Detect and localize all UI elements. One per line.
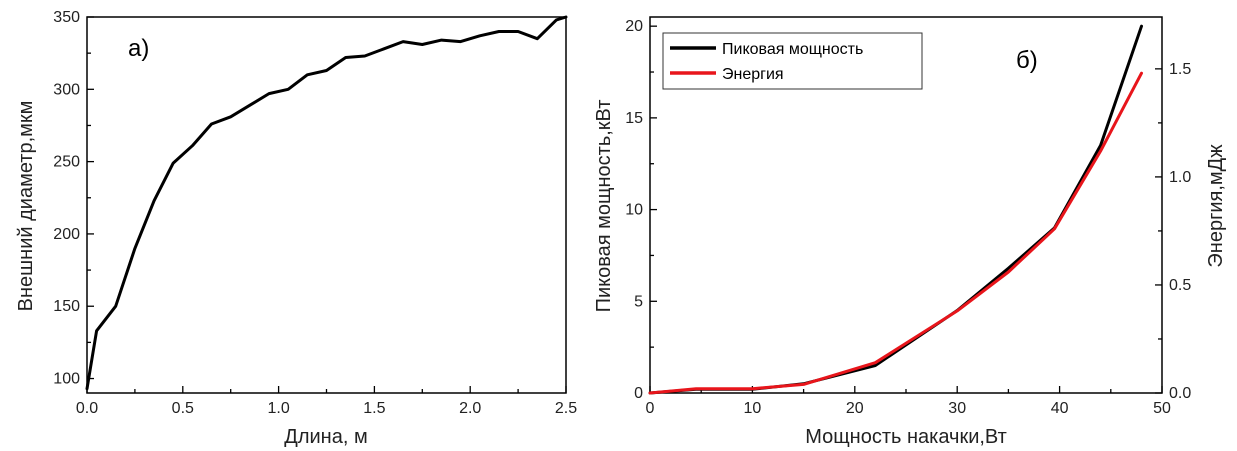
chart-b-y-right-tick-label: 0.0 — [1169, 385, 1191, 402]
chart-a-y-tick-label: 300 — [53, 81, 80, 98]
chart-b-x-tick-label: 0 — [646, 400, 655, 417]
chart-b-x-tick-label: 50 — [1153, 400, 1171, 417]
chart-a-plot-frame — [86, 16, 567, 394]
chart-b-y-right-tick-label: 1.5 — [1169, 61, 1191, 78]
chart-a-series-line-0 — [85, 15, 568, 391]
chart-a-x-tick-label: 0.0 — [76, 400, 98, 417]
chart-a-y-tick-label: 100 — [53, 371, 80, 388]
chart-b-x-axis: 0 10 20 30 40 50 — [646, 386, 1171, 417]
chart-a-y-tick-label: 200 — [53, 226, 80, 243]
chart-b-y-axis-left: 0 5 10 15 20 — [625, 18, 657, 402]
legend-entry-energy: Энергия — [722, 66, 784, 83]
chart-a-y-tick-label: 250 — [53, 154, 80, 171]
chart-b-series — [648, 24, 1143, 395]
chart-b-x-tick-label: 40 — [1051, 400, 1069, 417]
chart-b: 0 10 20 30 40 50 0 5 10 15 20 0.0 0.5 1.0 1.5 б) Мощ… — [593, 16, 1227, 448]
chart-a-panel-label: а) — [128, 35, 149, 62]
chart-a-x-tick-label: 2.0 — [459, 400, 481, 417]
chart-b-y-tick-label: 5 — [634, 293, 643, 310]
chart-b-y-axis-label-left: Пиковая мощность,кВт — [593, 100, 615, 313]
chart-b-y-tick-label: 15 — [625, 110, 643, 127]
chart-a-y-tick-label: 350 — [53, 9, 80, 26]
chart-a-x-tick-label: 1.5 — [363, 400, 385, 417]
chart-b-legend: Пиковая мощность Энергия — [662, 32, 923, 90]
chart-a-y-tick-label: 150 — [53, 298, 80, 315]
chart-a-x-axis-label: Длина, м — [284, 426, 367, 448]
legend-entry-peak-power: Пиковая мощность — [722, 41, 863, 58]
chart-b-y-tick-label: 20 — [625, 18, 643, 35]
chart-a: 0.0 0.5 1.0 1.5 2.0 2.5 100 150 200 250 300 350 а)… — [15, 9, 577, 448]
chart-b-y-axis-label-right: Энергия,мДж — [1205, 144, 1227, 268]
chart-b-y-tick-label: 10 — [625, 202, 643, 219]
chart-a-x-tick-label: 1.0 — [267, 400, 289, 417]
chart-b-y-right-tick-label: 1.0 — [1169, 169, 1191, 186]
chart-b-series-line-1 — [648, 71, 1143, 395]
chart-a-y-axis-label: Внешний диаметр,мкм — [15, 101, 37, 312]
chart-a-series — [85, 15, 568, 391]
chart-b-x-tick-label: 20 — [846, 400, 864, 417]
chart-a-x-tick-label: 0.5 — [172, 400, 194, 417]
chart-b-panel-label: б) — [1016, 47, 1038, 74]
chart-a-y-axis: 100 150 200 250 300 350 — [53, 9, 94, 388]
chart-b-y-tick-label: 0 — [634, 385, 643, 402]
chart-a-x-axis: 0.0 0.5 1.0 1.5 2.0 2.5 — [76, 386, 577, 417]
chart-b-y-right-tick-label: 0.5 — [1169, 277, 1191, 294]
legend-box — [662, 32, 923, 90]
chart-b-x-axis-label: Мощность накачки,Вт — [805, 426, 1007, 448]
chart-a-x-tick-label: 2.5 — [555, 400, 577, 417]
chart-b-y-axis-right: 0.0 0.5 1.0 1.5 — [1155, 61, 1191, 402]
chart-b-x-tick-label: 30 — [948, 400, 966, 417]
chart-b-x-tick-label: 10 — [744, 400, 762, 417]
